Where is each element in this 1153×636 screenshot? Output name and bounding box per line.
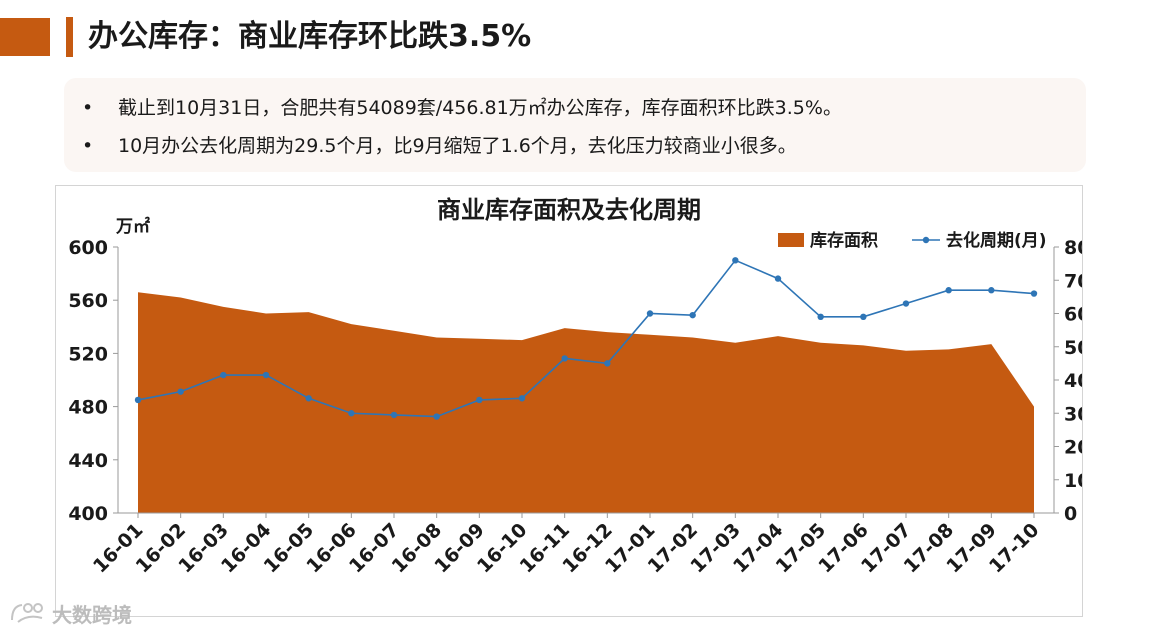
sellthrough-point xyxy=(305,395,312,402)
left-axis-unit: 万㎡ xyxy=(115,216,150,237)
right-tick-label: 20 xyxy=(1064,437,1082,459)
right-tick-label: 50 xyxy=(1064,337,1082,359)
right-tick-label: 70 xyxy=(1064,270,1082,292)
left-tick-label: 560 xyxy=(68,290,108,312)
sellthrough-point xyxy=(732,257,739,264)
right-tick-label: 10 xyxy=(1064,470,1082,492)
sellthrough-point xyxy=(774,275,782,282)
sellthrough-point xyxy=(262,371,270,379)
chart: 4004404805205606000102030405060708016-01… xyxy=(68,196,1082,578)
sellthrough-point xyxy=(134,396,142,404)
sellthrough-point xyxy=(476,396,483,404)
page-title: 办公库存：商业库存环比跌3.5% xyxy=(88,19,532,54)
left-tick-label: 440 xyxy=(68,450,108,472)
summary-box: • 截止到10月31日，合肥共有54089套/456.81万㎡办公库存，库存面积环… xyxy=(64,78,1086,172)
sellthrough-point xyxy=(604,360,611,367)
sellthrough-point xyxy=(646,310,654,317)
title-accent-block xyxy=(0,18,50,56)
legend-area-label: 库存面积 xyxy=(810,230,878,251)
sellthrough-line xyxy=(137,259,1035,418)
right-tick-label: 40 xyxy=(1064,370,1082,392)
sellthrough-point xyxy=(518,395,526,402)
sellthrough-point xyxy=(390,411,398,419)
inventory-area xyxy=(138,292,1034,513)
summary-text: 截止到10月31日，合肥共有54089套/456.81万㎡办公库存，库存面积环比… xyxy=(118,97,842,119)
watermark: 大数跨境 xyxy=(8,598,132,628)
right-tick-label: 60 xyxy=(1064,304,1082,326)
bullet-dot: • xyxy=(82,135,94,157)
sellthrough-point xyxy=(433,413,440,420)
sellthrough-point xyxy=(348,410,355,417)
bullet-dot: • xyxy=(82,97,94,119)
sellthrough-point xyxy=(1030,290,1038,297)
chart-frame: 4004404805205606000102030405060708016-01… xyxy=(55,185,1083,617)
sellthrough-point xyxy=(177,388,184,395)
legend-area-swatch xyxy=(778,233,804,247)
title-accent-bar xyxy=(66,17,73,57)
right-tick-label: 0 xyxy=(1064,503,1077,525)
left-tick-label: 600 xyxy=(68,237,108,259)
summary-item: • 10月办公去化周期为29.5个月，比9月缩短了1.6个月，去化压力较商业小很多… xyxy=(82,131,797,161)
summary-item: • 截止到10月31日，合肥共有54089套/456.81万㎡办公库存，库存面积环… xyxy=(82,93,842,123)
logo-icon xyxy=(11,603,43,623)
right-tick-label: 30 xyxy=(1064,403,1082,425)
sellthrough-point xyxy=(902,300,910,307)
legend-line-label: 去化周期(月) xyxy=(946,230,1047,251)
sellthrough-point xyxy=(220,371,227,379)
left-tick-label: 520 xyxy=(68,343,108,365)
sellthrough-point xyxy=(689,311,696,319)
sellthrough-point xyxy=(945,287,952,294)
watermark-text: 大数跨境 xyxy=(52,602,132,627)
right-tick-label: 80 xyxy=(1064,237,1082,259)
legend-line-marker xyxy=(922,236,930,244)
summary-text: 10月办公去化周期为29.5个月，比9月缩短了1.6个月，去化压力较商业小很多。 xyxy=(118,135,797,157)
sellthrough-point xyxy=(988,287,995,294)
sellthrough-point xyxy=(860,313,867,321)
left-tick-label: 480 xyxy=(68,397,108,419)
sellthrough-point xyxy=(817,313,824,321)
chart-title: 商业库存面积及去化周期 xyxy=(437,196,701,224)
sellthrough-point xyxy=(561,355,568,362)
left-tick-label: 400 xyxy=(68,503,108,525)
